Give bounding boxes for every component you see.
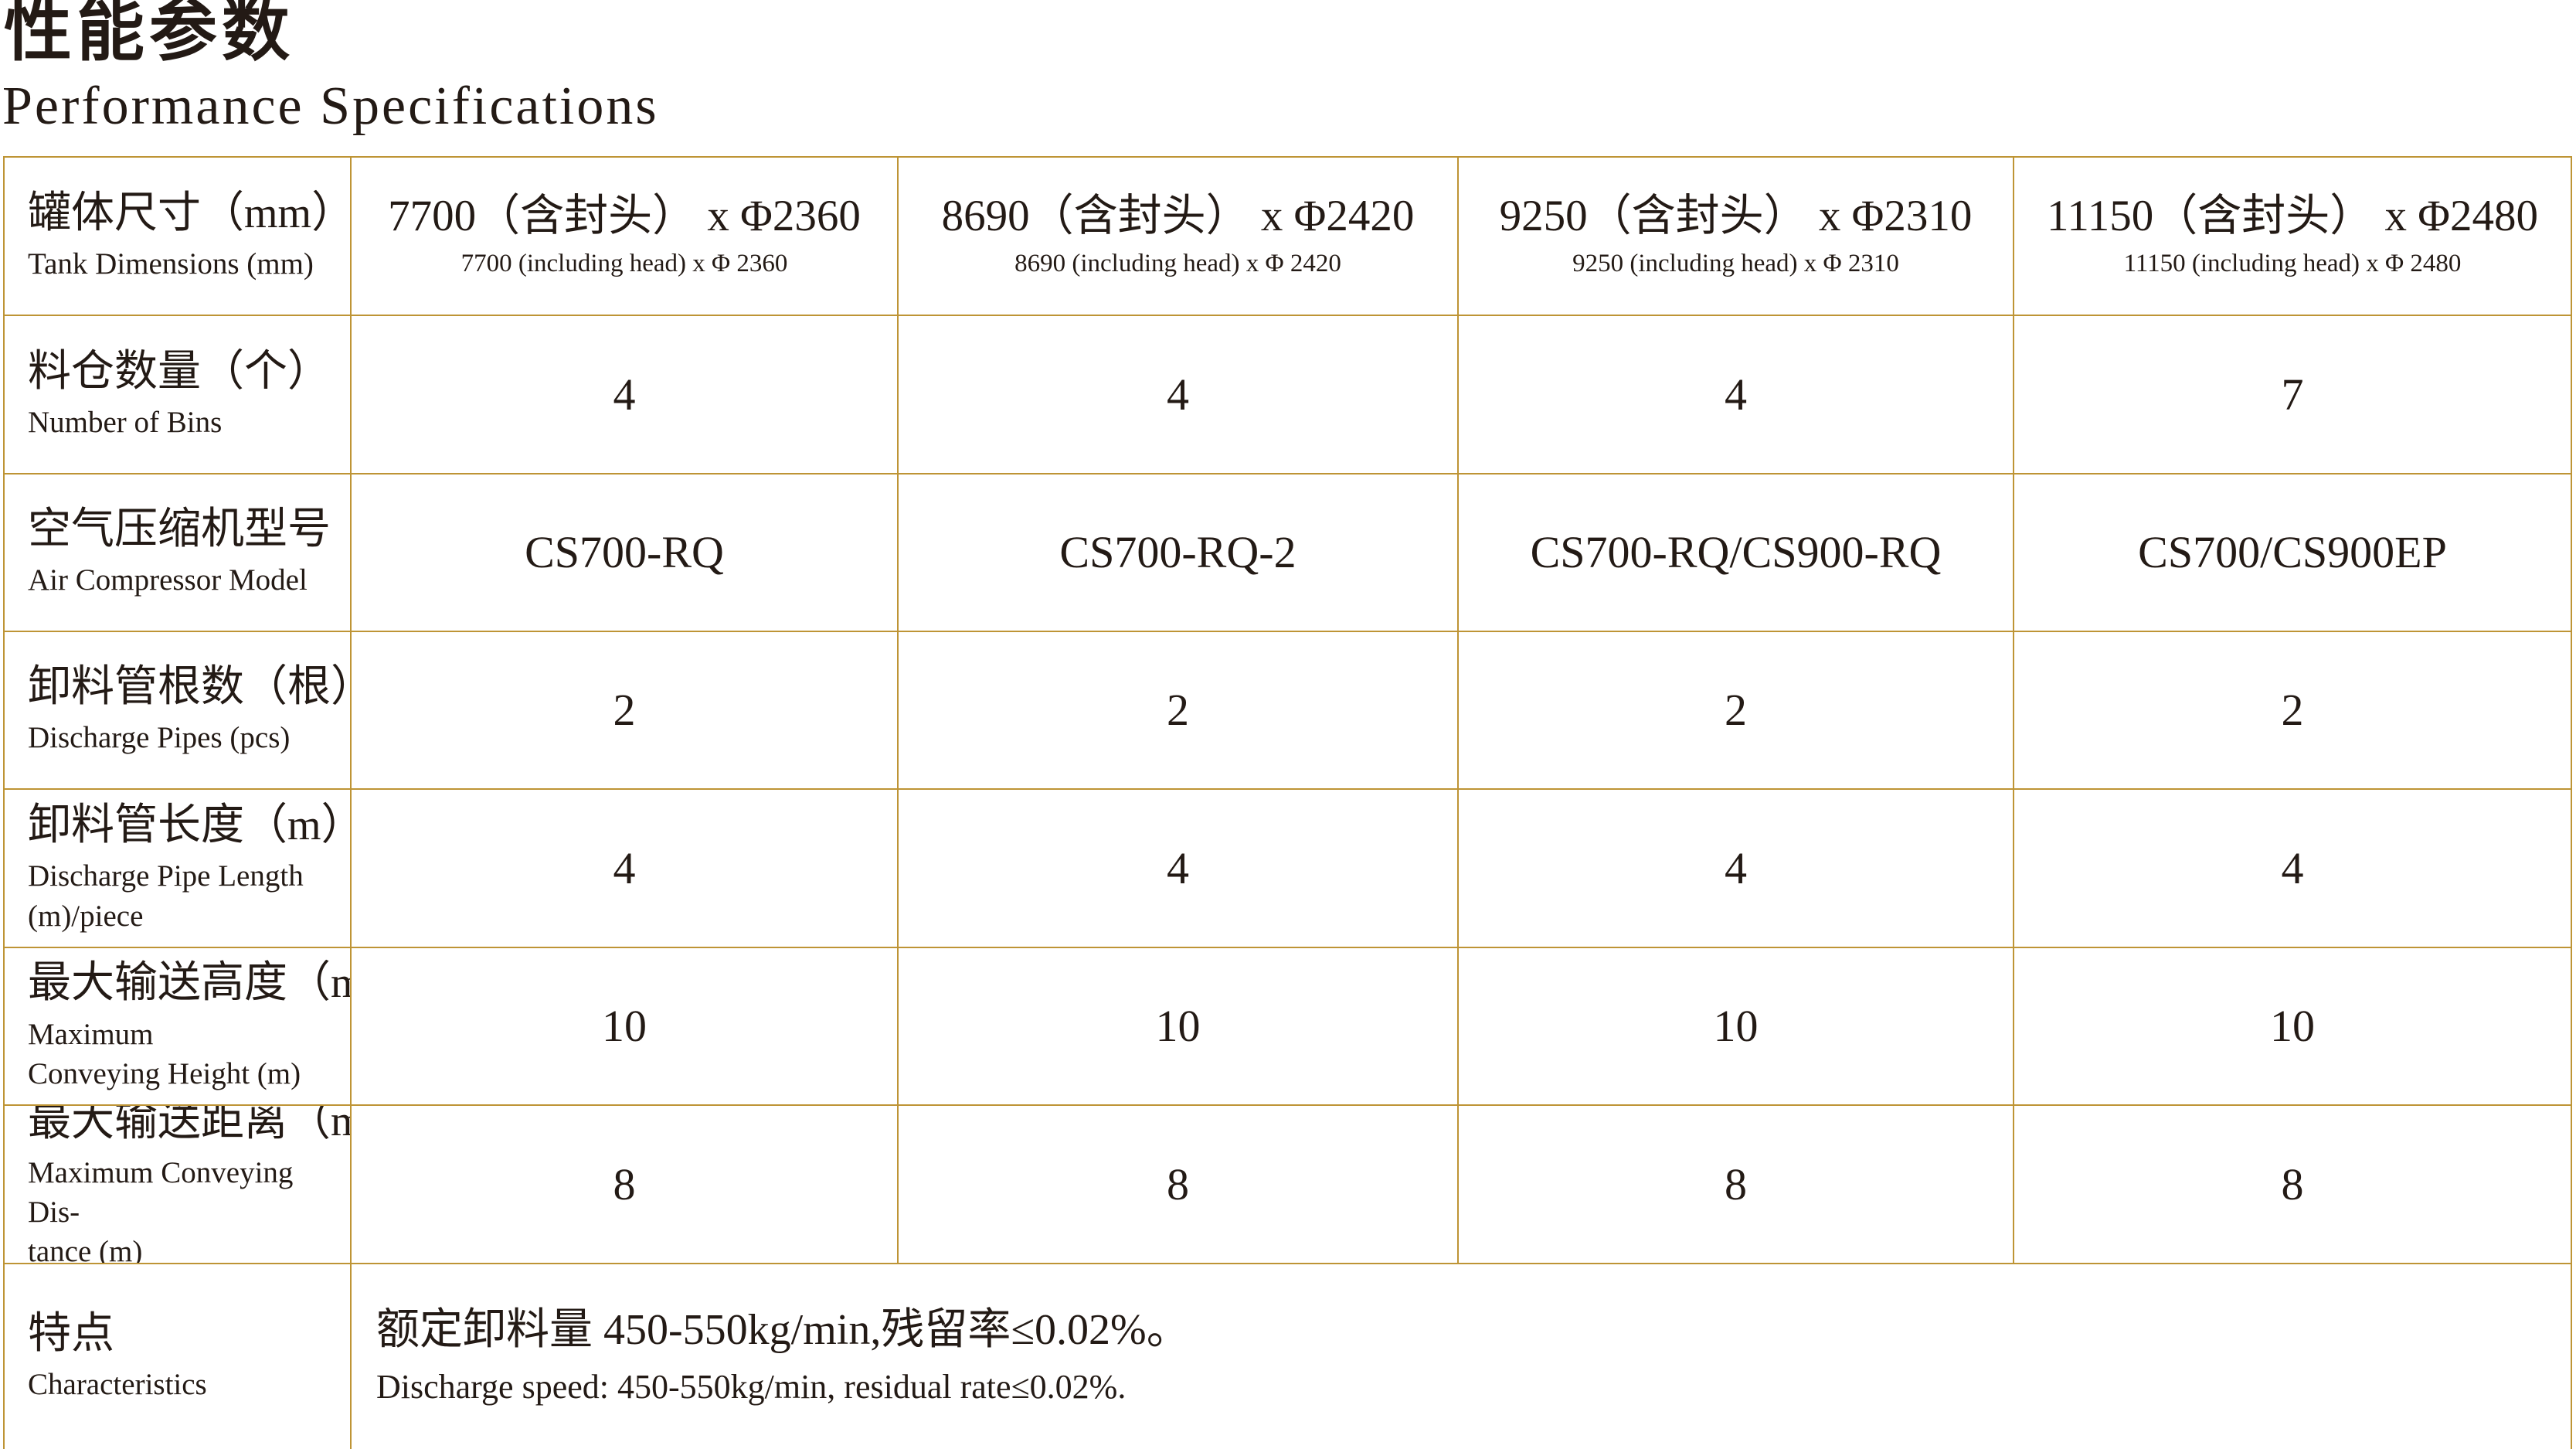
bins-model4: 7 (2014, 316, 2571, 474)
label-en: Maximum (28, 1017, 154, 1051)
tank-dimensions-model1: 7700（含封头） x Φ2360 7700 (including head) … (352, 158, 899, 316)
conveying-height-model4: 10 (2014, 948, 2571, 1106)
value-en: 11150 (including head) x Φ 2480 (2123, 250, 2462, 278)
conveying-height-model1: 10 (352, 948, 899, 1106)
bins-model3: 4 (1459, 316, 2014, 474)
bins-model2: 4 (899, 316, 1459, 474)
value-zh: 11150（含封头） x Φ2480 (2047, 192, 2538, 241)
label-zh: 卸料管根数（根） (28, 663, 352, 712)
pipe-length-model2: 4 (899, 790, 1459, 948)
label-en: Maximum Conveying Dis- (28, 1155, 294, 1229)
row-label-conveying-distance: 最大输送距离（m） Maximum Conveying Dis- tance (… (5, 1106, 352, 1264)
label-zh: 罐体尺寸（mm） (28, 189, 352, 237)
value-en: 8690 (including head) x Φ 2420 (1014, 250, 1341, 278)
value-zh: 9250（含封头） x Φ2310 (1499, 192, 1973, 241)
label-zh: 最大输送高度（m） (28, 959, 350, 1008)
bins-model1: 4 (352, 316, 899, 474)
compressor-model4: CS700/CS900EP (2014, 474, 2571, 632)
page-title-en: Performance Specifications (2, 77, 659, 136)
pipe-length-model3: 4 (1459, 790, 2014, 948)
row-label-discharge-pipes: 卸料管根数（根） Discharge Pipes (pcs) (5, 632, 352, 790)
value-zh: 7700（含封头） x Φ2360 (388, 192, 861, 241)
value-zh: 8690（含封头） x Φ2420 (941, 192, 1415, 241)
conveying-distance-model1: 8 (352, 1106, 899, 1264)
pipes-model3: 2 (1459, 632, 2014, 790)
label-en: Air Compressor Model (28, 563, 308, 597)
pipe-length-model1: 4 (352, 790, 899, 948)
conveying-height-model2: 10 (899, 948, 1459, 1106)
pipes-model1: 2 (352, 632, 899, 790)
tank-dimensions-model2: 8690（含封头） x Φ2420 8690 (including head) … (899, 158, 1459, 316)
label-en-line2: tance (m) (28, 1235, 143, 1264)
label-en-line2: (m)/piece (28, 899, 144, 933)
row-label-number-of-bins: 料仓数量（个） Number of Bins (5, 316, 352, 474)
compressor-model3: CS700-RQ/CS900-RQ (1459, 474, 2014, 632)
page-title-zh: 性能参数 (4, 0, 295, 70)
conveying-distance-model2: 8 (899, 1106, 1459, 1264)
label-en-line2: Conveying Height (m) (28, 1057, 301, 1091)
characteristics-value-cell: 额定卸料量 450-550kg/min,残留率≤0.02%。 Discharge… (352, 1264, 2571, 1449)
pipe-length-model4: 4 (2014, 790, 2571, 948)
label-en: Discharge Pipe Length (28, 859, 304, 893)
label-en: Number of Bins (28, 405, 223, 439)
row-label-tank-dimensions: 罐体尺寸（mm） Tank Dimensions (mm) (5, 158, 352, 316)
value-en: 7700 (including head) x Φ 2360 (460, 250, 788, 278)
conveying-distance-model4: 8 (2014, 1106, 2571, 1264)
value-en: 9250 (including head) x Φ 2310 (1572, 250, 1899, 278)
tank-dimensions-model4: 11150（含封头） x Φ2480 11150 (including head… (2014, 158, 2571, 316)
row-label-characteristics: 特点 Characteristics (5, 1264, 352, 1449)
label-zh: 卸料管长度（m）/根 (28, 801, 350, 849)
label-en: Tank Dimensions (mm) (28, 247, 314, 281)
spec-table: 罐体尺寸（mm） Tank Dimensions (mm) 7700（含封头） … (3, 156, 2572, 1449)
row-label-conveying-height: 最大输送高度（m） Maximum Conveying Height (m) (5, 948, 352, 1106)
conveying-distance-model3: 8 (1459, 1106, 2014, 1264)
label-en: Characteristics (28, 1367, 207, 1401)
tank-dimensions-model3: 9250（含封头） x Φ2310 9250 (including head) … (1459, 158, 2014, 316)
label-zh: 料仓数量（个） (28, 347, 331, 396)
conveying-height-model3: 10 (1459, 948, 2014, 1106)
row-label-pipe-length: 卸料管长度（m）/根 Discharge Pipe Length (m)/pie… (5, 790, 352, 948)
label-en: Discharge Pipes (pcs) (28, 721, 291, 755)
row-label-air-compressor: 空气压缩机型号 Air Compressor Model (5, 474, 352, 632)
label-zh: 最大输送距离（m） (28, 1106, 350, 1146)
characteristics-zh: 额定卸料量 450-550kg/min,残留率≤0.02%。 (376, 1305, 1190, 1354)
characteristics-en: Discharge speed: 450-550kg/min, residual… (376, 1368, 1127, 1406)
label-zh: 特点 (28, 1309, 114, 1358)
pipes-model2: 2 (899, 632, 1459, 790)
compressor-model2: CS700-RQ-2 (899, 474, 1459, 632)
compressor-model1: CS700-RQ (352, 474, 899, 632)
label-zh: 空气压缩机型号 (28, 505, 331, 554)
pipes-model4: 2 (2014, 632, 2571, 790)
